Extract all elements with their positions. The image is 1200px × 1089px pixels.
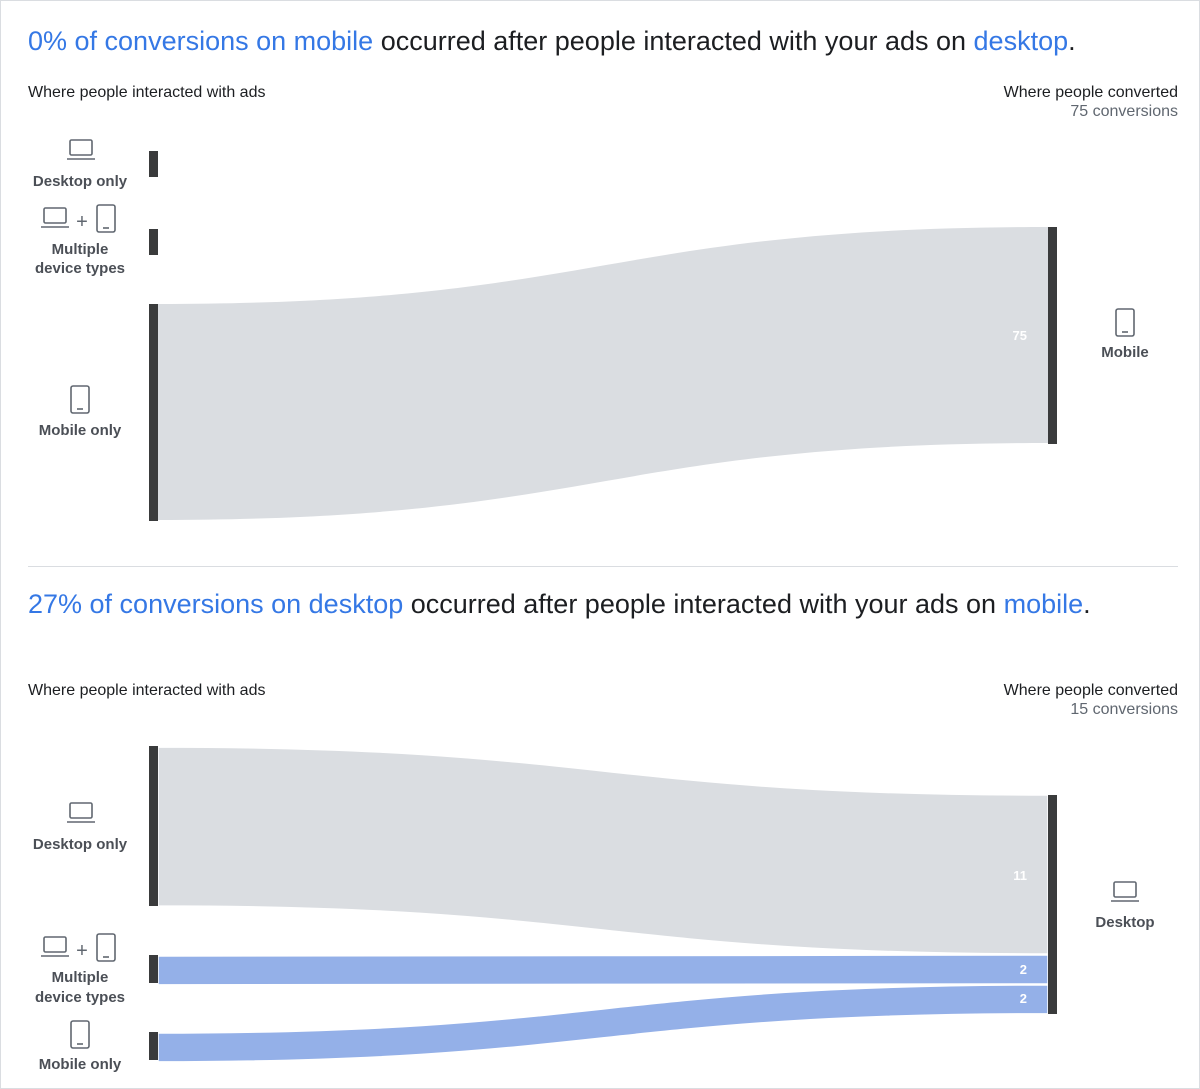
source-label: Multiple	[52, 969, 109, 986]
conversion-count: 15 conversions	[1070, 701, 1178, 718]
target-desktop: Desktop	[1095, 881, 1155, 931]
sankey-flow	[157, 984, 1049, 1063]
laptop-icon	[67, 139, 95, 160]
headline-highlight: 27% of conversions on desktop	[28, 589, 404, 619]
left-column-header: Where people interacted with ads	[28, 84, 266, 101]
source-label: Mobile only	[39, 1056, 122, 1073]
source-multiple-devices: + Multiple device types	[35, 933, 125, 1006]
source-bar-desktop-only	[149, 746, 158, 906]
laptop-icon	[41, 207, 69, 228]
source-desktop-only: Desktop only	[33, 802, 128, 853]
cross-device-panel-mobile: 0% of conversions on mobile occurred aft…	[28, 24, 1178, 521]
phone-icon	[70, 1020, 90, 1049]
headline-end: .	[1068, 26, 1076, 56]
sankey-chart: 11 2 2 Desktop only + Multiple device ty…	[33, 746, 1155, 1073]
conversion-count: 75 conversions	[1070, 103, 1178, 120]
laptop-icon	[1111, 881, 1139, 902]
sankey-flow	[157, 746, 1049, 955]
source-label: device types	[35, 989, 125, 1006]
right-column-header: Where people converted 15 conversions	[1004, 681, 1178, 719]
headline-highlight-device: desktop	[973, 26, 1069, 56]
sankey-flow	[158, 227, 1048, 520]
source-label: device types	[35, 260, 125, 277]
laptop-icon	[41, 936, 69, 957]
sankey-flow	[157, 954, 1049, 986]
flow-value-label: 75	[1013, 328, 1027, 343]
panel-headline: 0% of conversions on mobile occurred aft…	[28, 24, 1178, 58]
phone-icon	[70, 385, 90, 414]
source-label: Multiple	[52, 241, 109, 258]
panel-divider	[28, 566, 1178, 567]
target-bar-desktop	[1048, 795, 1057, 1014]
headline-text: occurred after people interacted with yo…	[373, 26, 974, 56]
phone-icon	[96, 204, 116, 233]
source-label: Mobile only	[39, 422, 122, 439]
source-desktop-only: Desktop only	[33, 139, 128, 190]
target-mobile: Mobile	[1101, 308, 1149, 361]
flow-value-label: 2	[1020, 991, 1027, 1006]
headline-highlight-device: mobile	[1003, 589, 1084, 619]
source-bar-multiple-devices	[149, 955, 158, 983]
plus-icon: +	[76, 211, 88, 233]
source-bar-multiple-devices	[149, 229, 158, 255]
plus-icon: +	[76, 940, 88, 962]
source-bar-mobile-only	[149, 1032, 158, 1060]
right-column-title: Where people converted	[1003, 682, 1178, 699]
source-label: Desktop only	[33, 836, 128, 853]
right-column-header: Where people converted 75 conversions	[1004, 83, 1178, 121]
source-mobile-only: Mobile only	[39, 385, 122, 439]
flow-value-label: 11	[1013, 868, 1027, 883]
target-label: Mobile	[1101, 344, 1149, 361]
source-mobile-only: Mobile only	[39, 1020, 122, 1073]
phone-icon	[96, 933, 116, 962]
headline-highlight: 0% of conversions on mobile	[28, 26, 374, 56]
flow-value-label: 2	[1020, 962, 1027, 977]
left-column-header: Where people interacted with ads	[28, 682, 266, 699]
target-bar-mobile	[1048, 227, 1057, 444]
headline-text: occurred after people interacted with yo…	[403, 589, 1004, 619]
target-label: Desktop	[1095, 914, 1154, 931]
sankey-chart: 75 Desktop only + Multiple device types	[33, 139, 1149, 521]
source-bar-mobile-only	[149, 304, 158, 521]
source-bar-desktop-only	[149, 151, 158, 177]
source-multiple-devices: + Multiple device types	[35, 204, 125, 277]
source-label: Desktop only	[33, 173, 128, 190]
cross-device-panel-desktop: 27% of conversions on desktop occurred a…	[0, 566, 1200, 1089]
laptop-icon	[67, 802, 95, 823]
headline-end: .	[1083, 589, 1091, 619]
right-column-title: Where people converted	[1003, 84, 1178, 101]
phone-icon	[1115, 308, 1135, 337]
panel-headline: 27% of conversions on desktop occurred a…	[28, 587, 1178, 621]
